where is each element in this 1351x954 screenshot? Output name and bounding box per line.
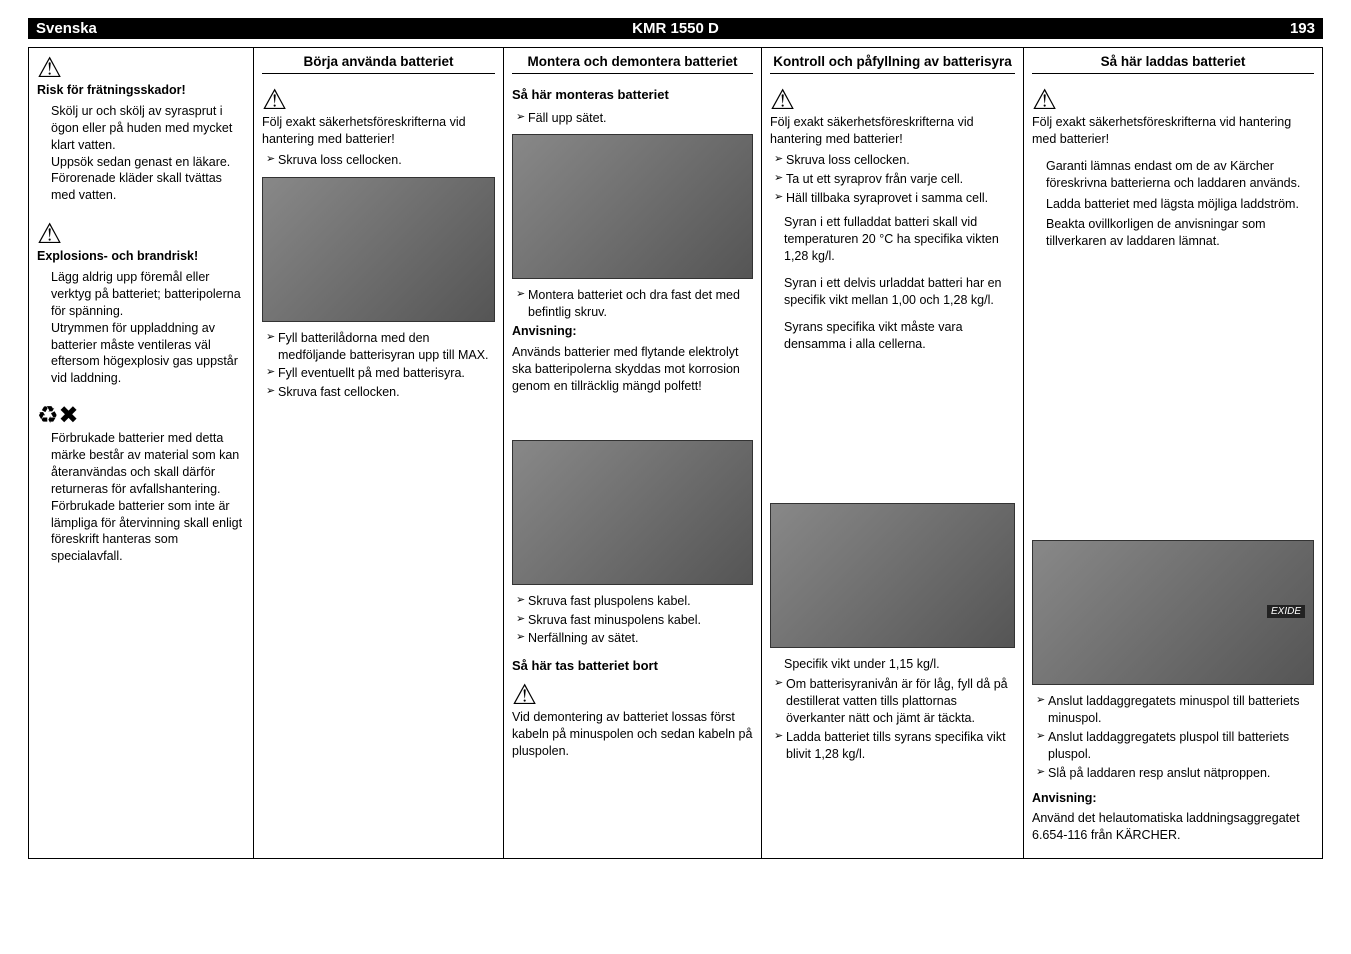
col3-sub2: Så här tas batteriet bort (512, 657, 753, 675)
col2-b2: Fyll batterilådorna med den medföljande … (266, 330, 495, 364)
col4-b4: Om batterisyranivån är för låg, fyll då … (774, 676, 1015, 727)
caution-icon: ⚠ (262, 86, 287, 114)
corrosion-icon: ⚠ (37, 54, 62, 82)
check-acid-image (770, 503, 1015, 648)
header-right: 193 (1290, 20, 1315, 37)
col3-b1: Fäll upp sätet. (516, 110, 753, 127)
col-check-acid: Kontroll och påfyllning av batterisyra ⚠… (762, 48, 1024, 858)
charger-brand-label: EXIDE (1267, 605, 1305, 618)
caution-icon-3: ⚠ (770, 86, 795, 114)
col5-warn: Följ exakt säkerhetsföreskrifterna vid h… (1032, 114, 1314, 148)
col4-warn: Följ exakt säkerhetsföreskrifterna vid h… (770, 114, 1015, 148)
col-mount-battery: Montera och demontera batteriet Så här m… (504, 48, 762, 858)
mount-battery-image (512, 134, 753, 279)
col4-p1: Syran i ett fulladdat batteri skall vid … (770, 214, 1015, 265)
header-center: KMR 1550 D (632, 20, 719, 37)
header-bar: Svenska KMR 1550 D 193 (28, 18, 1323, 39)
col4-b2: Ta ut ett syraprov från varje cell. (774, 171, 1015, 188)
col5-b3: Slå på laddaren resp anslut nätproppen. (1036, 765, 1314, 782)
col2-b4: Skruva fast cellocken. (266, 384, 495, 401)
col3-b5: Nerfällning av sätet. (516, 630, 753, 647)
col4-p3: Syrans specifika vikt måste vara densamm… (770, 319, 1015, 353)
col3-b4: Skruva fast minuspolens kabel. (516, 612, 753, 629)
col-charge-battery: Så här laddas batteriet ⚠ Följ exakt säk… (1024, 48, 1322, 858)
col3-b3: Skruva fast pluspolens kabel. (516, 593, 753, 610)
col2-warn: Följ exakt säkerhetsföreskrifterna vid h… (262, 114, 495, 148)
col5-b2: Anslut laddaggregatets pluspol till batt… (1036, 729, 1314, 763)
recycle-body: Förbrukade batterier med detta märke bes… (37, 430, 245, 565)
col5-p1: Garanti lämnas endast om de av Kärcher f… (1032, 158, 1314, 192)
col3-b2: Montera batteriet och dra fast det med b… (516, 287, 753, 321)
col5-title: Så här laddas batteriet (1032, 54, 1314, 74)
col2-b1: Skruva loss cellocken. (266, 152, 495, 169)
col5-p3: Beakta ovillkorligen de anvisningar som … (1032, 216, 1314, 250)
col4-b1: Skruva loss cellocken. (774, 152, 1015, 169)
col3-note-label: Anvisning: (512, 324, 577, 338)
col5-p2: Ladda batteriet med lägsta möjliga ladds… (1032, 196, 1314, 213)
caution-icon-4: ⚠ (1032, 86, 1057, 114)
warn2-title: Explosions- och brandrisk! (37, 248, 245, 265)
col-safety: ⚠ Risk för frätningsskador! Skölj ur och… (29, 48, 254, 858)
caution-icon-2: ⚠ (512, 681, 537, 709)
col2-title: Börja använda batteriet (262, 54, 495, 74)
col3-note-body: Används batterier med flytande elektroly… (512, 344, 753, 395)
warn2-body: Lägg aldrig upp föremål eller verktyg på… (37, 269, 245, 387)
col2-b3: Fyll eventuellt på med batterisyra. (266, 365, 495, 382)
charger-image: EXIDE (1032, 540, 1314, 685)
col3-sub1: Så här monteras batteriet (512, 86, 753, 104)
recycle-icon: ♻✖ (37, 401, 245, 430)
col4-b5: Ladda batteriet tills syrans specifika v… (774, 729, 1015, 763)
col5-note-label: Anvisning: (1032, 791, 1097, 805)
col3-title: Montera och demontera batteriet (512, 54, 753, 74)
col4-p2: Syran i ett delvis urladdat batteri har … (770, 275, 1015, 309)
col-start-battery: Börja använda batteriet ⚠ Följ exakt säk… (254, 48, 504, 858)
explosion-icon: ⚠ (37, 220, 62, 248)
fill-battery-image (262, 177, 495, 322)
col5-note-body: Använd det helautomatiska laddningsaggre… (1032, 810, 1314, 844)
col5-b1: Anslut laddaggregatets minuspol till bat… (1036, 693, 1314, 727)
warn1-body: Skölj ur och skölj av syrasprut i ögon e… (37, 103, 245, 204)
col4-title: Kontroll och påfyllning av batterisyra (770, 54, 1015, 74)
header-left: Svenska (36, 20, 97, 37)
col4-p4: Specifik vikt under 1,15 kg/l. (770, 656, 1015, 673)
col3-warn2: Vid demontering av batteriet lossas förs… (512, 709, 753, 760)
col4-b3: Häll tillbaka syraprovet i samma cell. (774, 190, 1015, 207)
page-columns: ⚠ Risk för frätningsskador! Skölj ur och… (28, 47, 1323, 859)
warn1-title: Risk för frätningsskador! (37, 82, 245, 99)
cable-image (512, 440, 753, 585)
